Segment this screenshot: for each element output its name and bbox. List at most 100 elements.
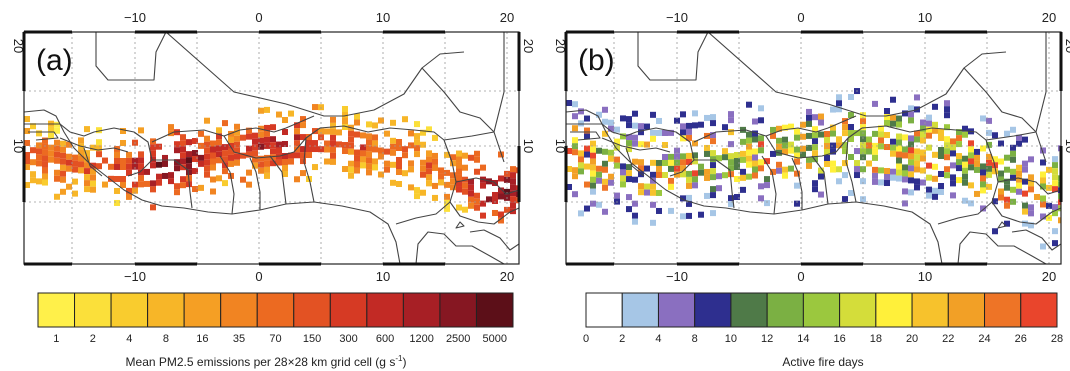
colorbar-a-swatch-5 bbox=[220, 292, 258, 328]
fire-cell-97 bbox=[638, 183, 644, 190]
emission-cell-234 bbox=[258, 143, 264, 150]
emission-cell-307 bbox=[330, 158, 336, 165]
emission-cell-461 bbox=[498, 211, 504, 218]
emission-cell-114 bbox=[138, 157, 144, 164]
fire-cell-301 bbox=[818, 173, 824, 180]
fire-cell-273 bbox=[794, 158, 800, 165]
fire-cell-333 bbox=[848, 124, 854, 131]
fire-cell-174 bbox=[704, 144, 710, 151]
emission-cell-271 bbox=[294, 140, 300, 147]
emission-cell-244 bbox=[264, 160, 270, 167]
emission-cell-468 bbox=[510, 166, 516, 173]
fire-cell-426 bbox=[914, 160, 920, 167]
emission-cell-185 bbox=[210, 176, 216, 183]
fire-cell-405 bbox=[902, 176, 908, 183]
emission-cell-197 bbox=[222, 156, 228, 163]
emission-cell-44 bbox=[60, 158, 66, 165]
emission-cell-450 bbox=[480, 212, 486, 219]
fire-cell-143 bbox=[680, 153, 686, 160]
emission-cell-290 bbox=[312, 146, 318, 153]
fire-cell-230 bbox=[752, 136, 758, 143]
emission-cell-303 bbox=[330, 134, 336, 141]
fire-cell-559 bbox=[1022, 160, 1028, 167]
fire-cell-469 bbox=[944, 154, 950, 161]
fire-cell-371 bbox=[878, 167, 884, 174]
emission-cell-105 bbox=[126, 187, 132, 194]
emission-cell-436 bbox=[468, 184, 474, 191]
fire-cell-519 bbox=[986, 159, 992, 166]
emission-cell-328 bbox=[354, 149, 360, 156]
colorbar-b-label-12: 26 bbox=[1015, 333, 1027, 345]
colorbar-b-swatch-7 bbox=[839, 292, 877, 328]
emission-cell-51 bbox=[66, 159, 72, 166]
fire-cell-366 bbox=[872, 178, 878, 185]
fire-cell-315 bbox=[830, 166, 836, 173]
emission-cell-369 bbox=[396, 169, 402, 176]
fire-cell-339 bbox=[854, 130, 860, 137]
fire-cell-218 bbox=[740, 174, 746, 181]
fire-cell-422 bbox=[914, 130, 920, 137]
emission-cell-176 bbox=[204, 153, 210, 160]
colorbar-b-label-4: 10 bbox=[725, 333, 737, 345]
fire-cell-71 bbox=[620, 181, 626, 188]
emission-cell-306 bbox=[330, 152, 336, 159]
fire-cell-509 bbox=[980, 163, 986, 170]
fire-cell-21 bbox=[584, 127, 590, 134]
emission-cell-308 bbox=[336, 129, 342, 136]
emission-cell-131 bbox=[156, 173, 162, 180]
fire-cell-168 bbox=[698, 121, 704, 128]
fire-cell-149 bbox=[686, 122, 692, 129]
fire-cell-269 bbox=[794, 128, 800, 135]
map-area-a bbox=[22, 30, 521, 266]
fire-cell-490 bbox=[962, 167, 968, 174]
emission-cell-222 bbox=[246, 169, 252, 176]
emission-cell-19 bbox=[42, 143, 48, 150]
fire-cell-0 bbox=[566, 100, 572, 106]
emission-cell-432 bbox=[462, 188, 468, 195]
fire-cell-235 bbox=[752, 172, 758, 179]
emission-cell-251 bbox=[270, 154, 276, 161]
emission-cell-337 bbox=[366, 121, 372, 128]
emission-cell-181 bbox=[210, 146, 216, 153]
fire-cell-74 bbox=[626, 134, 632, 141]
fire-cell-92 bbox=[638, 129, 644, 136]
fire-cell-449 bbox=[932, 127, 938, 134]
emission-cell-61 bbox=[78, 149, 84, 156]
fire-cell-561 bbox=[1022, 178, 1028, 185]
fire-cell-337 bbox=[848, 190, 854, 197]
fire-cell-493 bbox=[962, 197, 968, 204]
fire-cell-99 bbox=[644, 123, 650, 130]
emission-cell-91 bbox=[114, 163, 120, 170]
fire-cell-462 bbox=[944, 100, 950, 107]
fire-cell-67 bbox=[620, 133, 626, 140]
y-tick-left-a-1: 20 bbox=[11, 39, 26, 53]
fire-cell-383 bbox=[890, 120, 896, 127]
fire-cell-392 bbox=[896, 139, 902, 146]
fire-cell-336 bbox=[848, 154, 854, 161]
fire-cell-463 bbox=[944, 106, 950, 113]
fire-cell-478 bbox=[950, 192, 956, 199]
fire-cell-314 bbox=[830, 160, 836, 167]
emission-cell-281 bbox=[300, 170, 306, 177]
fire-cell-193 bbox=[716, 185, 722, 192]
emission-cell-194 bbox=[222, 120, 228, 127]
fire-cell-532 bbox=[998, 176, 1004, 183]
panel-label-a: (a) bbox=[36, 44, 73, 77]
emission-cell-179 bbox=[204, 171, 210, 178]
fire-cell-275 bbox=[794, 182, 800, 189]
fire-cell-167 bbox=[692, 182, 698, 189]
colorbar-b-swatch-9 bbox=[911, 292, 949, 328]
emission-cell-46 bbox=[60, 170, 66, 177]
emission-cell-156 bbox=[186, 151, 192, 158]
emission-cell-310 bbox=[342, 106, 348, 113]
fire-cell-268 bbox=[788, 165, 794, 172]
emission-cell-40 bbox=[54, 193, 60, 200]
emission-cell-98 bbox=[120, 163, 126, 170]
fire-cell-302 bbox=[818, 191, 824, 198]
fire-cell-354 bbox=[860, 196, 866, 203]
fire-cell-166 bbox=[692, 176, 698, 183]
fire-cell-1 bbox=[566, 148, 572, 154]
fire-cell-182 bbox=[710, 138, 716, 145]
emission-cell-32 bbox=[54, 121, 60, 128]
emission-cell-368 bbox=[396, 163, 402, 170]
